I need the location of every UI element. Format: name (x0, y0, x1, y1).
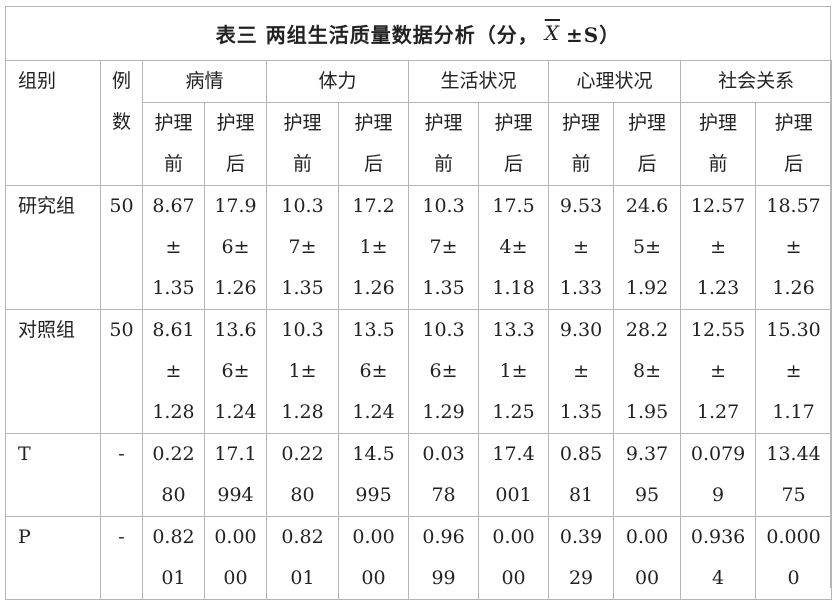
value-cell: 0.03 78 (408, 433, 480, 517)
value-cell: 0.079 9 (680, 433, 757, 517)
value-cell: 13.5 6± 1.24 (338, 309, 410, 434)
value-cell: 15.30 ±1.17 (755, 309, 833, 434)
table-row: P -0.82 01 0.00 00 0.82 01 0.00 00 0.96 99 0.00 00 0.… (5, 516, 833, 600)
value-cell: 0.22 80 (142, 433, 205, 517)
subheader-after: 护理后 (338, 102, 410, 186)
value-cell: 10.3 7± 1.35 (408, 185, 480, 310)
row-count: - (100, 433, 143, 517)
header-metric-psychological: 心理状况 (548, 60, 682, 103)
subheader-after: 护理后 (755, 102, 833, 186)
mean-symbol: X (544, 21, 560, 45)
value-cell: 24.6 5± 1.92 (613, 185, 682, 310)
subheader-after: 护理后 (203, 102, 268, 186)
row-count: 50 (100, 309, 143, 434)
value-cell: 9.37 95 (613, 433, 682, 517)
value-cell: 0.936 4 (680, 516, 757, 600)
value-cell: 8.67 ±1.35 (142, 185, 205, 310)
row-count: - (100, 516, 143, 600)
subheader-before: 护理前 (266, 102, 340, 186)
value-cell: 13.44 75 (755, 433, 833, 517)
row-label: P (5, 516, 101, 600)
table-row: 研究组 50 8.67 ±1.35 17.9 6± 1.26 10.3 7± 1.35 17.2 1±… (5, 185, 833, 310)
value-cell: 9.53 ±1.33 (548, 185, 615, 310)
header-row-1: 组别 例数 病情 体力 生活状况 心理状况 社会关系 (5, 60, 833, 186)
title-suffix: ±S） (566, 22, 621, 47)
row-label: T (5, 433, 101, 517)
value-cell: 0.96 99 (408, 516, 480, 600)
value-cell: 18.57 ±1.26 (755, 185, 833, 310)
value-cell: 14.5 995 (338, 433, 410, 517)
value-cell: 10.3 6± 1.29 (408, 309, 480, 434)
value-cell: 17.1 994 (203, 433, 268, 517)
header-metric-condition: 病情 (141, 60, 268, 103)
value-cell: 17.9 6± 1.26 (203, 185, 268, 310)
value-cell: 12.55 ±1.27 (680, 309, 757, 434)
table-row: 对照组 50 8.61 ±1.28 13.6 6± 1.24 10.3 1± 1.28 13.5 6±… (5, 309, 833, 434)
data-table: 组别 例数 病情 体力 生活状况 心理状况 社会关系 护理前护理后护理前护理后护… (5, 60, 833, 600)
header-metric-social: 社会关系 (680, 60, 833, 103)
value-cell: 12.57 ±1.23 (680, 185, 757, 310)
subheader-before: 护理前 (142, 102, 205, 186)
table-row: T -0.22 80 17.1 994 0.22 80 14.5 995 0.03 78 17.4 00… (5, 433, 833, 517)
subheader-before: 护理前 (548, 102, 615, 186)
header-metric-strength: 体力 (266, 60, 410, 103)
value-cell: 0.22 80 (266, 433, 340, 517)
value-cell: 0.82 01 (266, 516, 340, 600)
value-cell: 0.82 01 (142, 516, 205, 600)
row-label: 研究组 (5, 185, 101, 310)
row-count: 50 (100, 185, 143, 310)
value-cell: 8.61 ±1.28 (142, 309, 205, 434)
value-cell: 17.5 4± 1.18 (478, 185, 550, 310)
value-cell: 10.3 1± 1.28 (266, 309, 340, 434)
header-metric-living: 生活状况 (408, 60, 550, 103)
subheader-before: 护理前 (680, 102, 757, 186)
value-cell: 13.6 6± 1.24 (203, 309, 268, 434)
header-group: 组别 (5, 60, 101, 186)
value-cell: 0.39 29 (548, 516, 615, 600)
value-cell: 10.3 7± 1.35 (266, 185, 340, 310)
header-count: 例数 (100, 60, 143, 186)
value-cell: 28.2 8± 1.95 (613, 309, 682, 434)
row-label: 对照组 (5, 309, 101, 434)
value-cell: 0.85 81 (548, 433, 615, 517)
subheader-after: 护理后 (478, 102, 550, 186)
value-cell: 13.3 1± 1.25 (478, 309, 550, 434)
value-cell: 17.2 1± 1.26 (338, 185, 410, 310)
title-prefix: 表三 两组生活质量数据分析（分， (215, 22, 539, 47)
value-cell: 9.30 ±1.35 (548, 309, 615, 434)
subheader-before: 护理前 (408, 102, 480, 186)
subheader-after: 护理后 (613, 102, 682, 186)
value-cell: 17.4 001 (478, 433, 550, 517)
table-title: 表三 两组生活质量数据分析（分， X ±S） (5, 6, 831, 60)
